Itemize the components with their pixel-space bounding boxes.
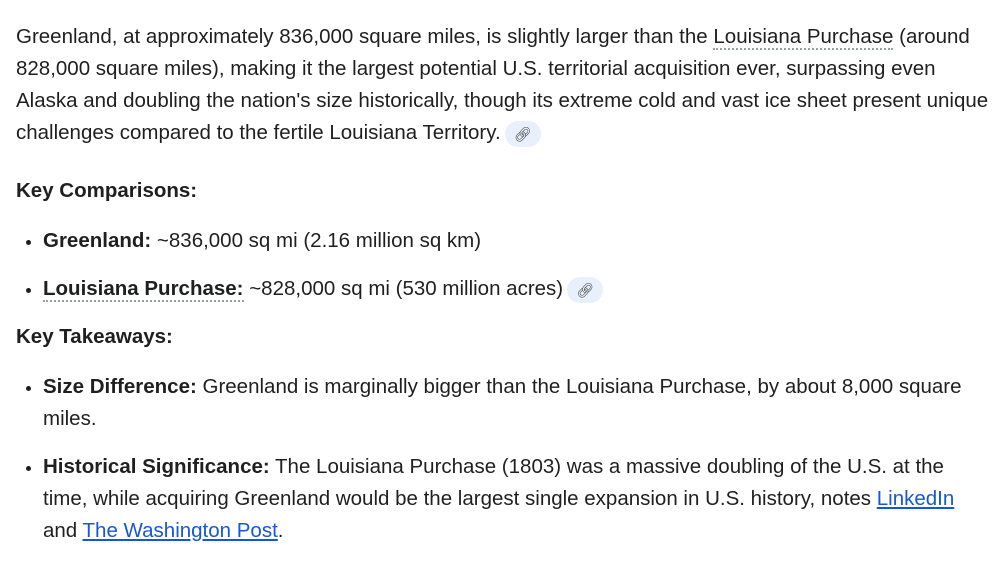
key-comparisons-heading: Key Comparisons: — [16, 179, 198, 202]
list-item: Size Difference: Greenland is marginally… — [43, 371, 991, 435]
source-link-chip[interactable]: 🔗︎ — [504, 120, 541, 147]
list-item: Historical Significance: The Louisiana P… — [43, 451, 991, 547]
list-item: Louisiana Purchase: ~828,000 sq mi (530 … — [43, 273, 991, 305]
louisiana-purchase-term[interactable]: Louisiana Purchase: — [43, 277, 244, 302]
key-takeaways-heading: Key Takeaways: — [16, 325, 173, 348]
source-link-chip[interactable]: 🔗︎ — [567, 276, 604, 303]
link-icon: 🔗︎ — [513, 125, 532, 142]
intro-paragraph: Greenland, at approximately 836,000 squa… — [16, 21, 991, 149]
washington-post-link[interactable]: The Washington Post — [82, 519, 278, 542]
link-icon: 🔗︎ — [576, 281, 595, 298]
comparisons-list: Greenland: ~836,000 sq mi (2.16 million … — [16, 225, 991, 305]
answer-content: Greenland, at approximately 836,000 squa… — [0, 0, 991, 547]
list-item: Greenland: ~836,000 sq mi (2.16 million … — [43, 225, 991, 257]
takeaways-list: Size Difference: Greenland is marginally… — [16, 371, 991, 547]
louisiana-purchase-term[interactable]: Louisiana Purchase — [713, 25, 894, 50]
linkedin-link[interactable]: LinkedIn — [876, 487, 955, 510]
